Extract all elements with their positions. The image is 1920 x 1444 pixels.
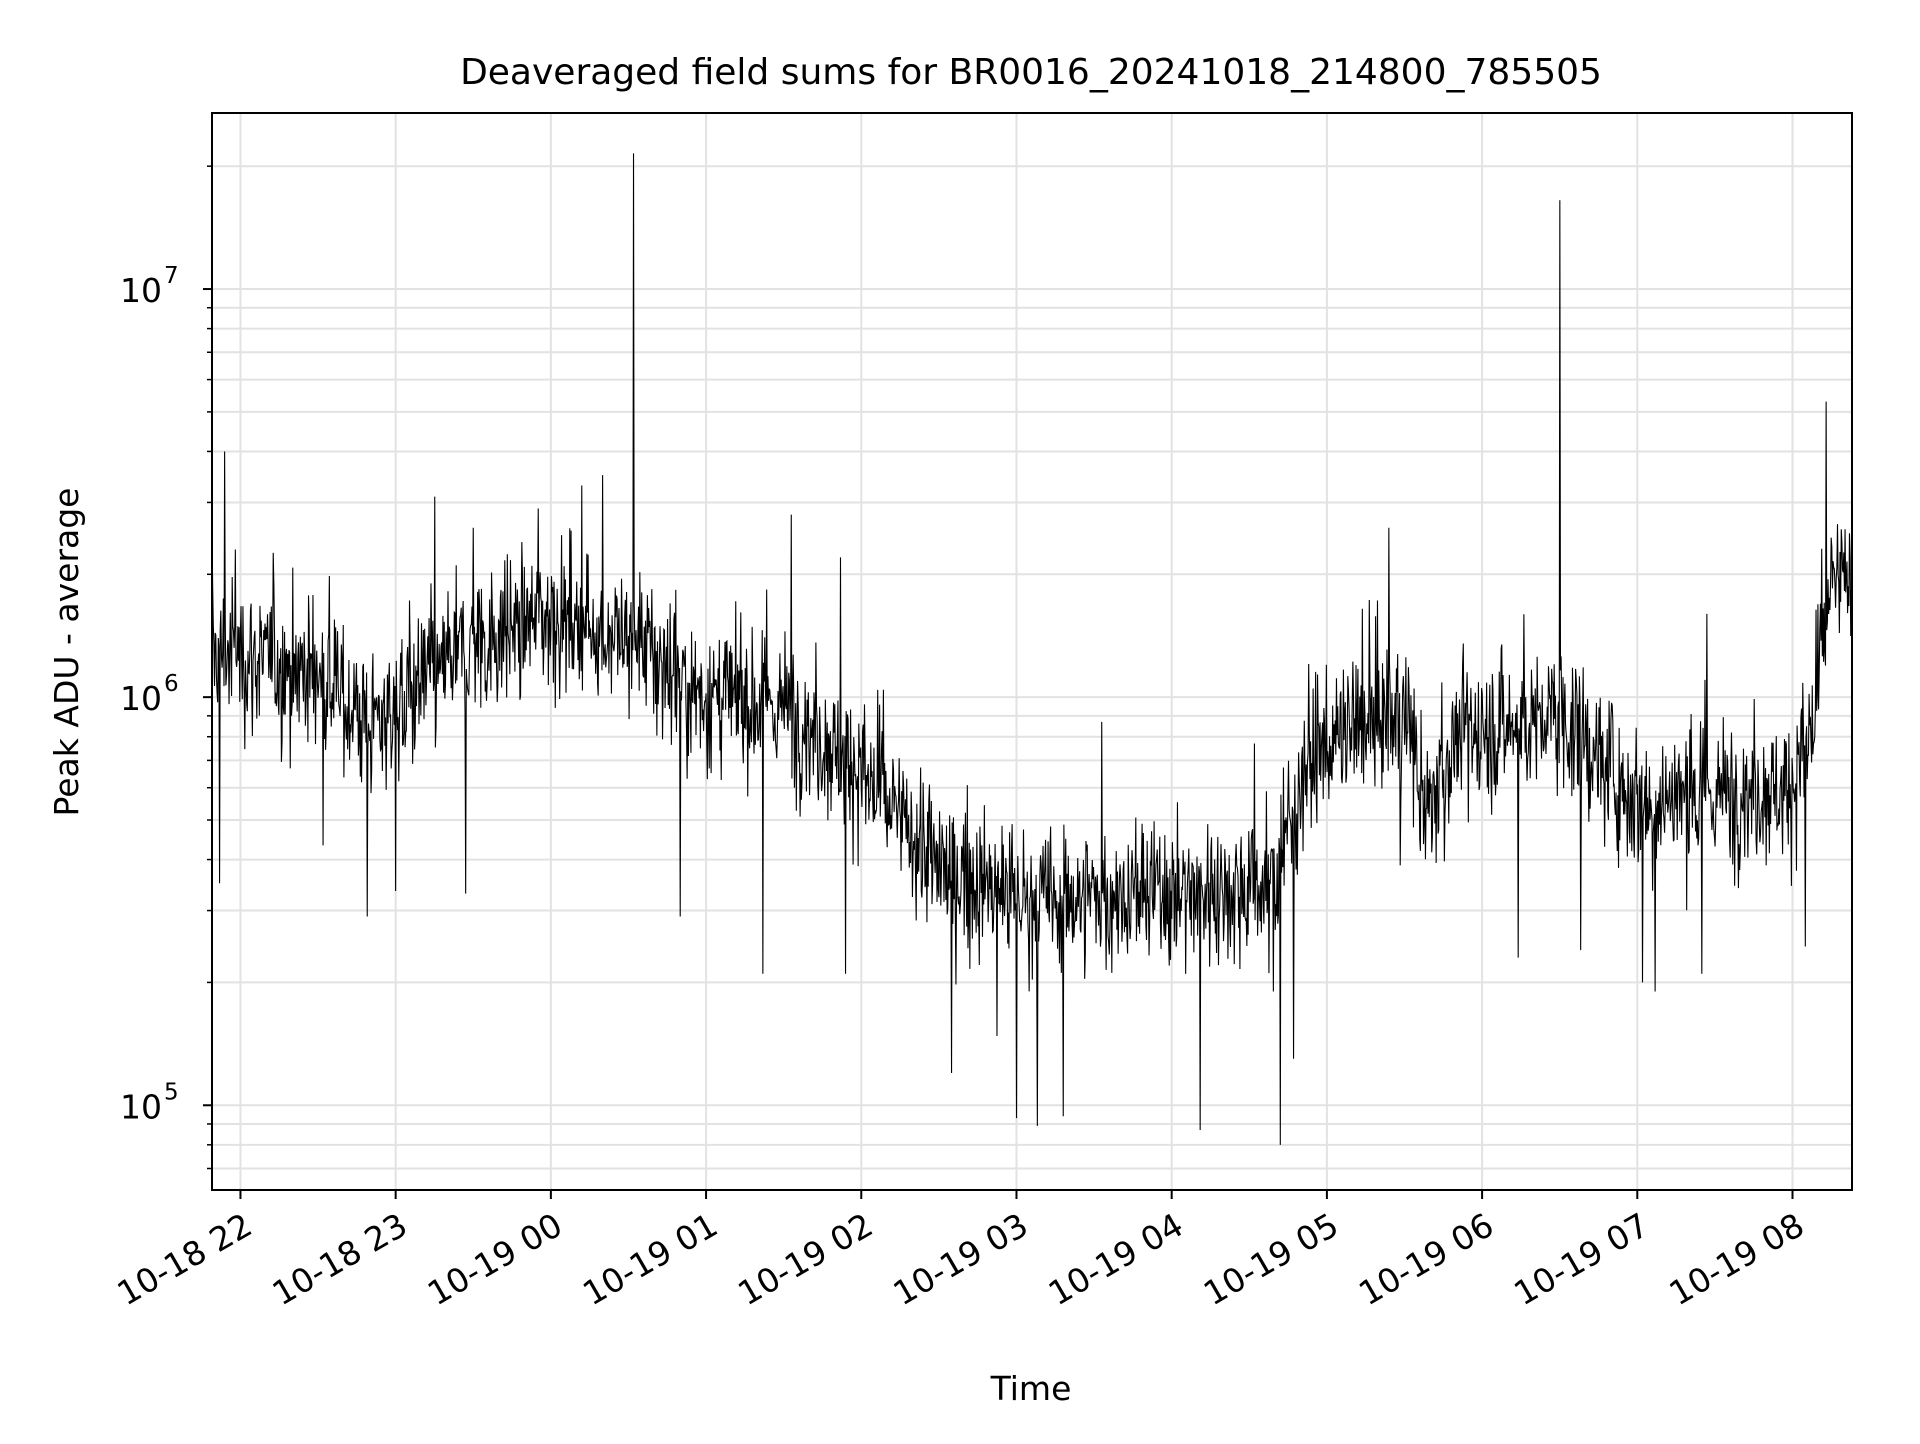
x-axis-title: Time: [990, 1369, 1072, 1408]
y-tick-label: 10: [120, 679, 162, 718]
y-tick-label: 10: [120, 271, 162, 310]
series-layer: [211, 153, 1853, 1145]
y-tick-label: 10: [120, 1087, 162, 1126]
plot-frame: [211, 112, 1853, 1191]
chart-title: Deaveraged field sums for BR0016_2024101…: [460, 52, 1602, 93]
series-line: [211, 153, 1853, 1145]
y-tick-label-exponent: 6: [164, 671, 179, 697]
y-tick-label-exponent: 7: [164, 263, 179, 289]
y-tick-label-exponent: 5: [164, 1079, 179, 1105]
y-axis-title: Peak ADU - average: [47, 488, 86, 817]
